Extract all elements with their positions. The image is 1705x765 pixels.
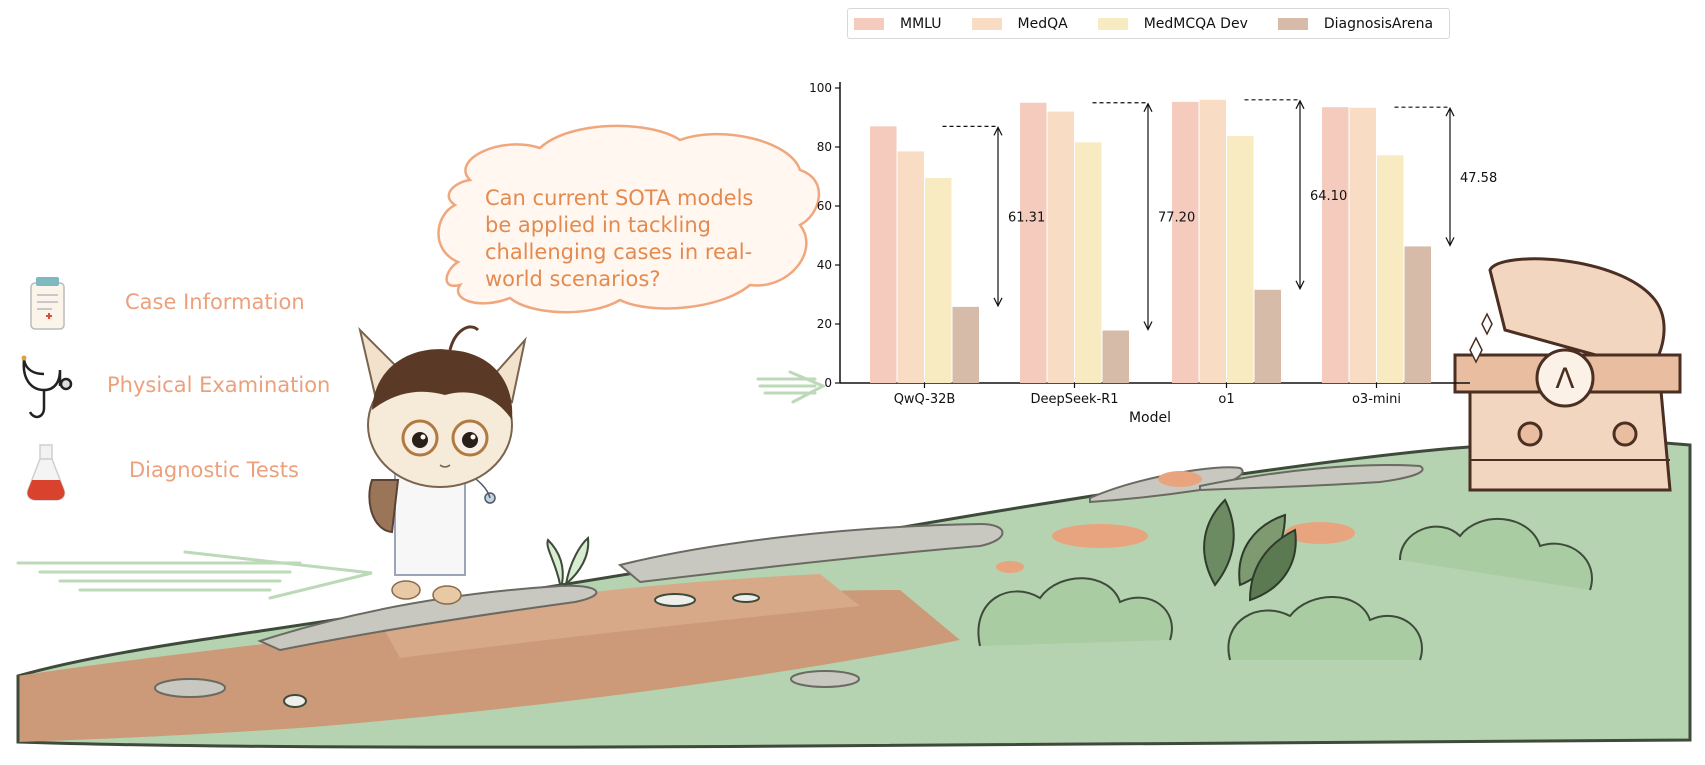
x-tick-label: o3-mini [1352,392,1401,407]
chart-annotations: 61.31 77.20 64.10 47.58 [942,99,1497,331]
bar-mmlu-deepseek-r1 [1020,102,1047,383]
flask-icon [26,444,66,501]
physical-examination-label: Physical Examination [107,373,331,397]
bar-medmcqa-dev-qwq-32b [925,177,952,383]
x-tick-label: o1 [1218,392,1234,407]
y-tick-label: 20 [817,317,832,331]
legend-swatch-mmlu [854,17,884,30]
gap-arrow-head-top [993,126,1003,136]
gap-arrow-head-bottom [1143,321,1153,331]
legend-swatch-medmcqa [1097,17,1128,30]
motion-lines-left [16,550,373,600]
bar-mmlu-o1 [1172,101,1199,384]
gap-arrow-head-top [1295,99,1305,110]
x-tick-label: DeepSeek-R1 [1030,392,1118,407]
gap-arrow-head-bottom [1295,280,1305,291]
legend-item-mmlu: MMLU [854,16,942,32]
bar-diagnosisarena-o1 [1254,289,1281,383]
bar-medqa-o1 [1199,99,1226,384]
svg-text:ⴷ: ⴷ [1555,362,1574,395]
legend-label-mmlu: MMLU [900,15,942,32]
bar-medmcqa-dev-o3-mini [1377,155,1404,383]
diagnostic-tests-label: Diagnostic Tests [129,458,299,482]
bar-diagnosisarena-qwq-32b [952,306,979,383]
bar-medqa-o3-mini [1349,107,1376,383]
bar-mmlu-qwq-32b [870,126,897,383]
y-tick-label: 80 [817,140,832,154]
stethoscope-icon [21,355,73,419]
legend-swatch-medqa [971,17,1002,30]
case-information-label: Case Information [125,290,305,314]
bar-medqa-qwq-32b [897,151,924,383]
gap-arrow-head-top [1445,106,1455,117]
gap-annotation-label: 61.31 [1008,211,1045,226]
legend-swatch-diagnosisarena [1277,17,1308,30]
bar-medmcqa-dev-deepseek-r1 [1075,142,1102,383]
speech-bubble [437,124,820,314]
gap-arrow-head-top [1143,102,1153,113]
legend-label-diagnosisarena: DiagnosisArena [1323,15,1434,32]
clipboard-icon [30,277,65,330]
x-axis-title: Model [1129,410,1171,426]
legend-label-medqa: MedQA [1017,15,1068,32]
cat-doctor-character [358,325,527,605]
speech-bubble-text: Can current SOTA models be applied in ta… [485,186,754,291]
legend-item-medqa: MedQA [971,15,1068,32]
treasure-chest-icon: ⴷ [1453,257,1682,492]
y-tick-label: 100 [809,81,832,95]
legend-label-medmcqa: MedMCQA Dev [1143,15,1248,32]
bar-medmcqa-dev-o1 [1227,136,1254,383]
bar-diagnosisarena-o3-mini [1404,246,1431,383]
gap-arrow-head-bottom [993,297,1003,308]
bar-diagnosisarena-deepseek-r1 [1102,330,1129,383]
bar-medqa-deepseek-r1 [1047,111,1074,383]
hill-log [16,439,1692,749]
motion-lines-chart [756,370,827,404]
legend-item-medmcqa: MedMCQA Dev [1097,15,1248,32]
gap-arrow-head-bottom [1445,237,1455,247]
y-tick-label: 60 [817,199,832,213]
legend-item-diagnosisarena: DiagnosisArena [1277,15,1434,32]
bar-mmlu-o3-mini [1322,107,1349,384]
gap-annotation-label: 47.58 [1460,171,1497,186]
chart-legend: MMLU MedQA MedMCQA Dev DiagnosisArena [847,8,1450,39]
gap-annotation-label: 64.10 [1310,189,1347,204]
x-tick-label: QwQ-32B [894,392,956,407]
gap-annotation-label: 77.20 [1158,211,1195,226]
y-tick-label: 0 [824,376,832,390]
chart-bars [870,99,1431,384]
y-tick-label: 40 [817,258,832,272]
